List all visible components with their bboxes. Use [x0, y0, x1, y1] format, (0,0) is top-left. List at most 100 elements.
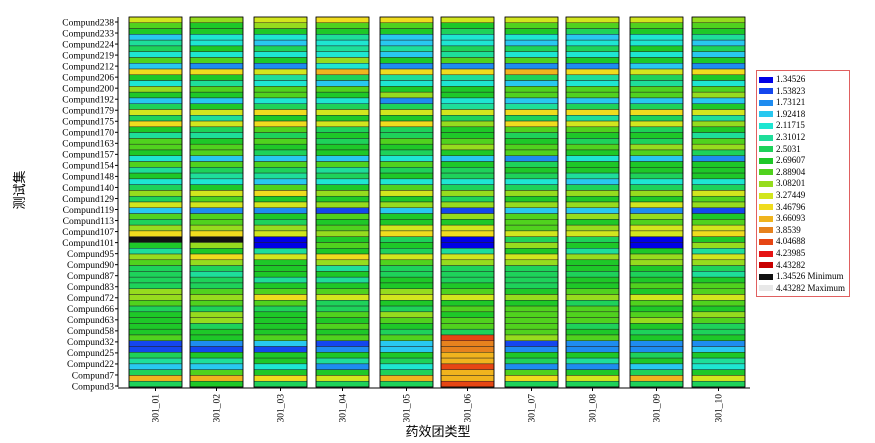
heatmap-cell: [128, 74, 183, 81]
heatmap-cell: [440, 115, 495, 122]
heatmap-cell: [379, 248, 434, 255]
heatmap-cell: [128, 184, 183, 191]
heatmap-cell: [189, 328, 244, 336]
heatmap-cell: [504, 97, 559, 104]
heatmap-cell: [189, 132, 244, 139]
heatmap-cell: [504, 39, 559, 47]
heatmap-cell: [629, 219, 684, 226]
heatmap-cell: [440, 45, 495, 52]
heatmap-cell: [440, 138, 495, 145]
heatmap-cell: [128, 357, 183, 365]
heatmap-cell: [253, 57, 308, 64]
heatmap-cell: [691, 143, 746, 151]
heatmap-cell: [253, 305, 308, 313]
heatmap-cell: [691, 352, 746, 359]
heatmap-cell: [379, 22, 434, 29]
heatmap-cell: [691, 51, 746, 58]
heatmap-cell: [315, 22, 370, 29]
heatmap-cell: [128, 16, 183, 24]
x-tick-label: 301_04: [339, 394, 349, 423]
heatmap-cell: [504, 357, 559, 365]
heatmap-cell: [565, 334, 620, 341]
x-axis-title: 药效团类型: [405, 424, 470, 439]
heatmap-cell: [379, 276, 434, 284]
heatmap-cell: [189, 375, 244, 382]
heatmap-cell: [504, 28, 559, 35]
y-tick-label: Compund3: [72, 382, 114, 392]
heatmap-cell: [189, 248, 244, 255]
heatmap-cell: [691, 161, 746, 168]
heatmap-cell: [128, 248, 183, 255]
heatmap-cell: [691, 178, 746, 185]
heatmap-cell: [691, 346, 746, 353]
heatmap-cell: [691, 271, 746, 278]
legend-label: 2.69607: [776, 155, 806, 166]
x-tick-label: 301_01: [152, 394, 162, 423]
heatmap-cell: [629, 201, 684, 209]
heatmap-cell: [379, 28, 434, 35]
heatmap-cell: [504, 369, 559, 376]
heatmap-cell: [504, 132, 559, 139]
legend-swatch: [759, 134, 773, 141]
heatmap-cell: [565, 265, 620, 272]
heatmap-cell: [440, 161, 495, 168]
heatmap-cell: [504, 178, 559, 185]
x-tick-label: 301_09: [653, 394, 663, 423]
legend-item: 3.08201: [759, 178, 805, 189]
heatmap-cell: [379, 195, 434, 203]
heatmap-cell: [565, 323, 620, 330]
y-tick-label: Compund66: [67, 305, 114, 315]
legend-swatch: [759, 192, 773, 199]
heatmap-cell: [128, 91, 183, 99]
legend-label: 3.46796: [776, 201, 806, 212]
x-tick-label: 301_05: [403, 394, 413, 423]
heatmap-cell: [379, 57, 434, 64]
heatmap-cell: [504, 109, 559, 116]
heatmap-cell: [315, 375, 370, 382]
heatmap-cell: [565, 190, 620, 197]
heatmap-cell: [379, 190, 434, 197]
heatmap-column-301_07: [504, 16, 559, 388]
heatmap-cell: [189, 22, 244, 29]
legend-label: 3.66093: [776, 213, 806, 224]
heatmap-cell: [315, 305, 370, 313]
heatmap-cell: [565, 248, 620, 255]
heatmap-cell: [189, 16, 244, 24]
heatmap-cell: [629, 138, 684, 145]
heatmap-cell: [504, 352, 559, 359]
legend-swatch: [759, 146, 773, 153]
legend-item: 2.31012: [759, 132, 805, 143]
heatmap-cell: [440, 80, 495, 87]
heatmap-cell: [253, 103, 308, 110]
heatmap-cell: [379, 143, 434, 151]
heatmap-cell: [691, 340, 746, 347]
heatmap-cell: [128, 178, 183, 185]
heatmap-cell: [440, 132, 495, 139]
heatmap-cell: [440, 305, 495, 313]
heatmap-cell: [189, 300, 244, 307]
heatmap-cell: [565, 346, 620, 353]
heatmap-cell: [504, 242, 559, 249]
heatmap-cell: [565, 155, 620, 162]
y-tick-label: Compund179: [62, 107, 114, 117]
heatmap-cell: [128, 126, 183, 133]
heatmap-cell: [691, 265, 746, 272]
heatmap-cell: [691, 91, 746, 99]
heatmap-cell: [565, 195, 620, 203]
heatmap-cell: [504, 300, 559, 307]
y-tick-label: Compund154: [62, 162, 114, 172]
heatmap-cell: [128, 369, 183, 376]
heatmap-cell: [629, 51, 684, 58]
heatmap-cell: [629, 172, 684, 180]
legend-swatch: [759, 273, 773, 280]
heatmap-cell: [691, 68, 746, 76]
heatmap-cell: [504, 375, 559, 382]
legend-item: 4.43282 Maximum: [759, 283, 845, 294]
legend-label: 2.11715: [776, 120, 805, 131]
heatmap-cell: [315, 300, 370, 307]
y-tick-label: Compund157: [62, 151, 114, 161]
heatmap-cell: [253, 317, 308, 324]
heatmap-cell: [189, 294, 244, 301]
heatmap-cell: [440, 346, 495, 353]
heatmap-cell: [315, 190, 370, 197]
